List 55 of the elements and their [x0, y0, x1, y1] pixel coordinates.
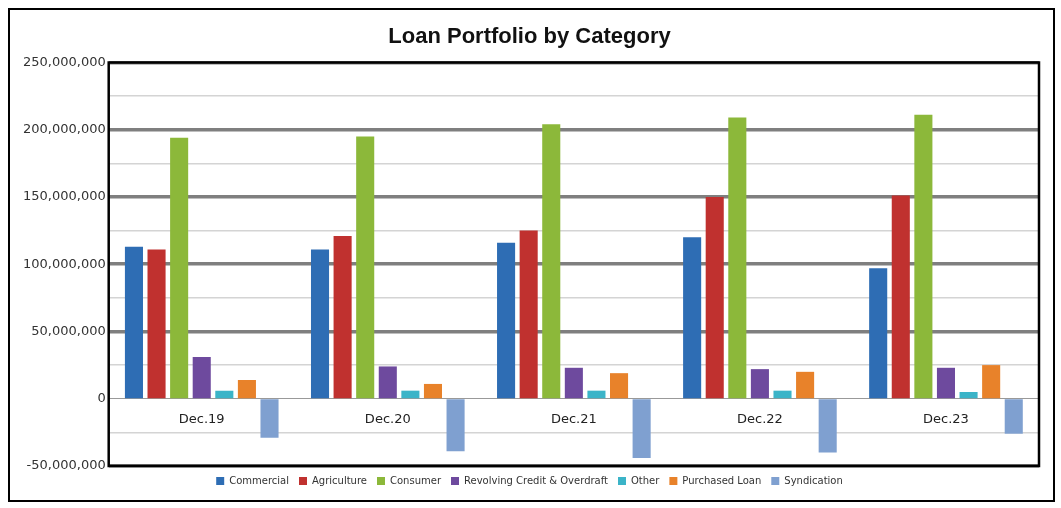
bar [378, 366, 397, 399]
bar [1004, 399, 1023, 434]
bar [519, 230, 538, 399]
bar [610, 373, 629, 399]
bar [705, 196, 724, 399]
bar [497, 242, 516, 399]
y-tick-label: 200,000,000 [22, 121, 106, 137]
chart-title: Loan Portfolio by Category [388, 23, 672, 49]
bar [147, 249, 166, 399]
legend-label: Syndication [784, 474, 843, 486]
bar [914, 114, 933, 399]
x-tick-label: Dec.22 [736, 410, 783, 426]
legend-label: Purchased Loan [682, 474, 762, 486]
bar [124, 246, 143, 399]
legend-label: Commercial [229, 474, 290, 486]
x-tick-label: Dec.21 [550, 410, 597, 426]
bar [869, 268, 888, 399]
bar [564, 367, 583, 399]
bar [401, 390, 420, 399]
y-tick-label: 250,000,000 [22, 53, 106, 69]
bar [237, 379, 256, 399]
bar [310, 249, 330, 399]
bar [891, 195, 910, 399]
bar [982, 365, 1001, 399]
x-tick-label: Dec.23 [923, 410, 969, 426]
bar [260, 399, 279, 438]
legend-label: Consumer [390, 474, 442, 486]
bar [773, 390, 792, 399]
bar [728, 117, 747, 399]
bar [170, 137, 189, 399]
y-tick-label: 50,000,000 [31, 322, 106, 338]
bar [959, 392, 978, 399]
bar [215, 390, 234, 399]
y-tick-label: -50,000,000 [26, 457, 106, 473]
y-tick-label: 0 [97, 390, 106, 406]
bar [796, 371, 815, 399]
y-tick-label: 100,000,000 [22, 255, 106, 271]
bar [683, 237, 702, 399]
legend-label: Agriculture [312, 474, 368, 486]
bar [356, 136, 375, 399]
legend-label: Other [630, 474, 661, 486]
bar [750, 369, 769, 399]
x-tick-label: Dec.20 [364, 410, 411, 426]
bar [936, 367, 956, 399]
bar [587, 390, 606, 399]
bar [818, 399, 837, 453]
y-tick-label: 150,000,000 [22, 188, 106, 204]
bar [632, 399, 651, 458]
bar [192, 357, 211, 399]
bar [333, 235, 352, 399]
bar [542, 124, 561, 399]
legend-label: Revolving Credit & Overdraft [464, 474, 609, 486]
bar [423, 383, 443, 399]
x-tick-label: Dec.19 [178, 410, 225, 426]
bar [446, 399, 465, 452]
